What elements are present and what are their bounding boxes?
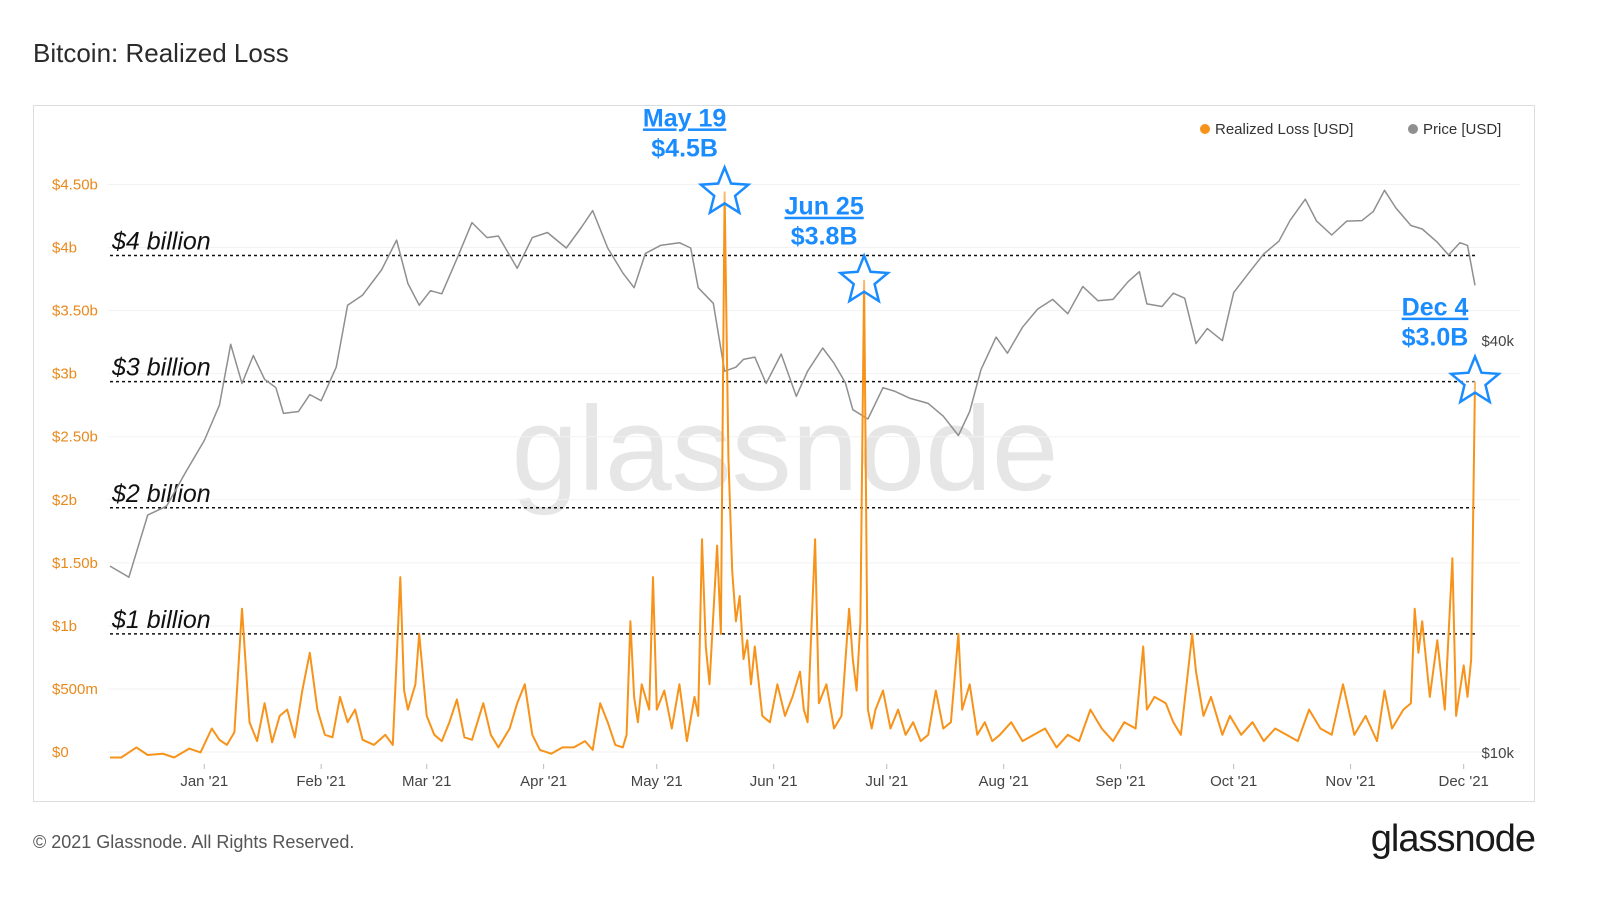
x-tick-label: Sep '21: [1095, 773, 1145, 790]
y-tick-label: $0: [52, 744, 69, 761]
legend-dot-icon: [1408, 124, 1418, 134]
reference-line-label: $2 billion: [111, 480, 211, 508]
axes: $0 $500m $1b $1.50b $2b $2.50b $3b $3.50b $4b $4.…: [52, 176, 1514, 790]
x-tick-label: Jul '21: [865, 773, 908, 790]
legend-item: Price [USD]: [1423, 121, 1501, 138]
gridlines: [108, 183, 1520, 753]
y-tick-label: $4b: [52, 240, 77, 257]
right-tick-label: $10k: [1481, 745, 1514, 762]
copyright-footer: © 2021 Glassnode. All Rights Reserved.: [33, 832, 355, 852]
price-series-line: [109, 189, 1476, 578]
annotation-star-icon: [837, 252, 892, 304]
x-tick-label: Jun '21: [750, 773, 798, 790]
loss-layer: [110, 191, 1476, 759]
reference-line-label: $1 billion: [111, 606, 211, 634]
annotation-star-icon: [697, 164, 752, 216]
chart-title: Bitcoin: Realized Loss: [33, 38, 289, 68]
x-tick-label: Oct '21: [1210, 773, 1257, 790]
y-tick-label: $2b: [52, 492, 77, 509]
reference-line-label: $3 billion: [111, 354, 211, 382]
reference-line-label: $4 billion: [111, 228, 211, 256]
annotation-value: $3.0B: [1402, 324, 1469, 352]
y-tick-label: $2.50b: [52, 429, 98, 446]
chart-frame: [33, 105, 1535, 802]
annotation-star-icon: [1448, 353, 1502, 405]
realized-loss-series-line: [110, 191, 1476, 759]
annotation-value: $3.8B: [791, 223, 858, 251]
y-tick-label: $4.50b: [52, 176, 98, 193]
annotation-value: $4.5B: [651, 134, 718, 162]
y-tick-label: $3b: [52, 366, 77, 383]
x-tick-label: Mar '21: [402, 773, 452, 790]
y-tick-label: $3.50b: [52, 303, 98, 320]
x-tick-label: May '21: [631, 773, 683, 790]
x-tick-label: Nov '21: [1325, 773, 1375, 790]
reference-lines: $1 billion $2 billion $3 billion $4 billion: [110, 228, 1478, 635]
watermark: glassnode: [511, 382, 1058, 516]
x-tick-label: Apr '21: [520, 773, 567, 790]
x-tick-label: Feb '21: [296, 773, 346, 790]
y-tick-label: $1.50b: [52, 555, 98, 572]
x-tick-label: Dec '21: [1438, 773, 1488, 790]
price-layer: [109, 189, 1476, 578]
annotation-date: Dec 4: [1402, 294, 1469, 322]
annotation-date: Jun 25: [785, 193, 864, 221]
legend[interactable]: Realized Loss [USD] Price [USD]: [1200, 121, 1501, 138]
annotation-date: May 19: [643, 104, 726, 132]
annotations: May 19$4.5B Jun 25$3.8B Dec 4$3.0B: [643, 104, 1502, 405]
brand-logo: glassnode: [1370, 818, 1536, 860]
x-tick-label: Aug '21: [978, 773, 1028, 790]
y-tick-label: $1b: [52, 618, 77, 635]
x-tick-label: Jan '21: [180, 773, 228, 790]
legend-item: Realized Loss [USD]: [1215, 121, 1353, 138]
y-tick-label: $500m: [52, 681, 98, 698]
right-tick-label: $40k: [1481, 333, 1514, 350]
legend-dot-icon: [1200, 124, 1210, 134]
